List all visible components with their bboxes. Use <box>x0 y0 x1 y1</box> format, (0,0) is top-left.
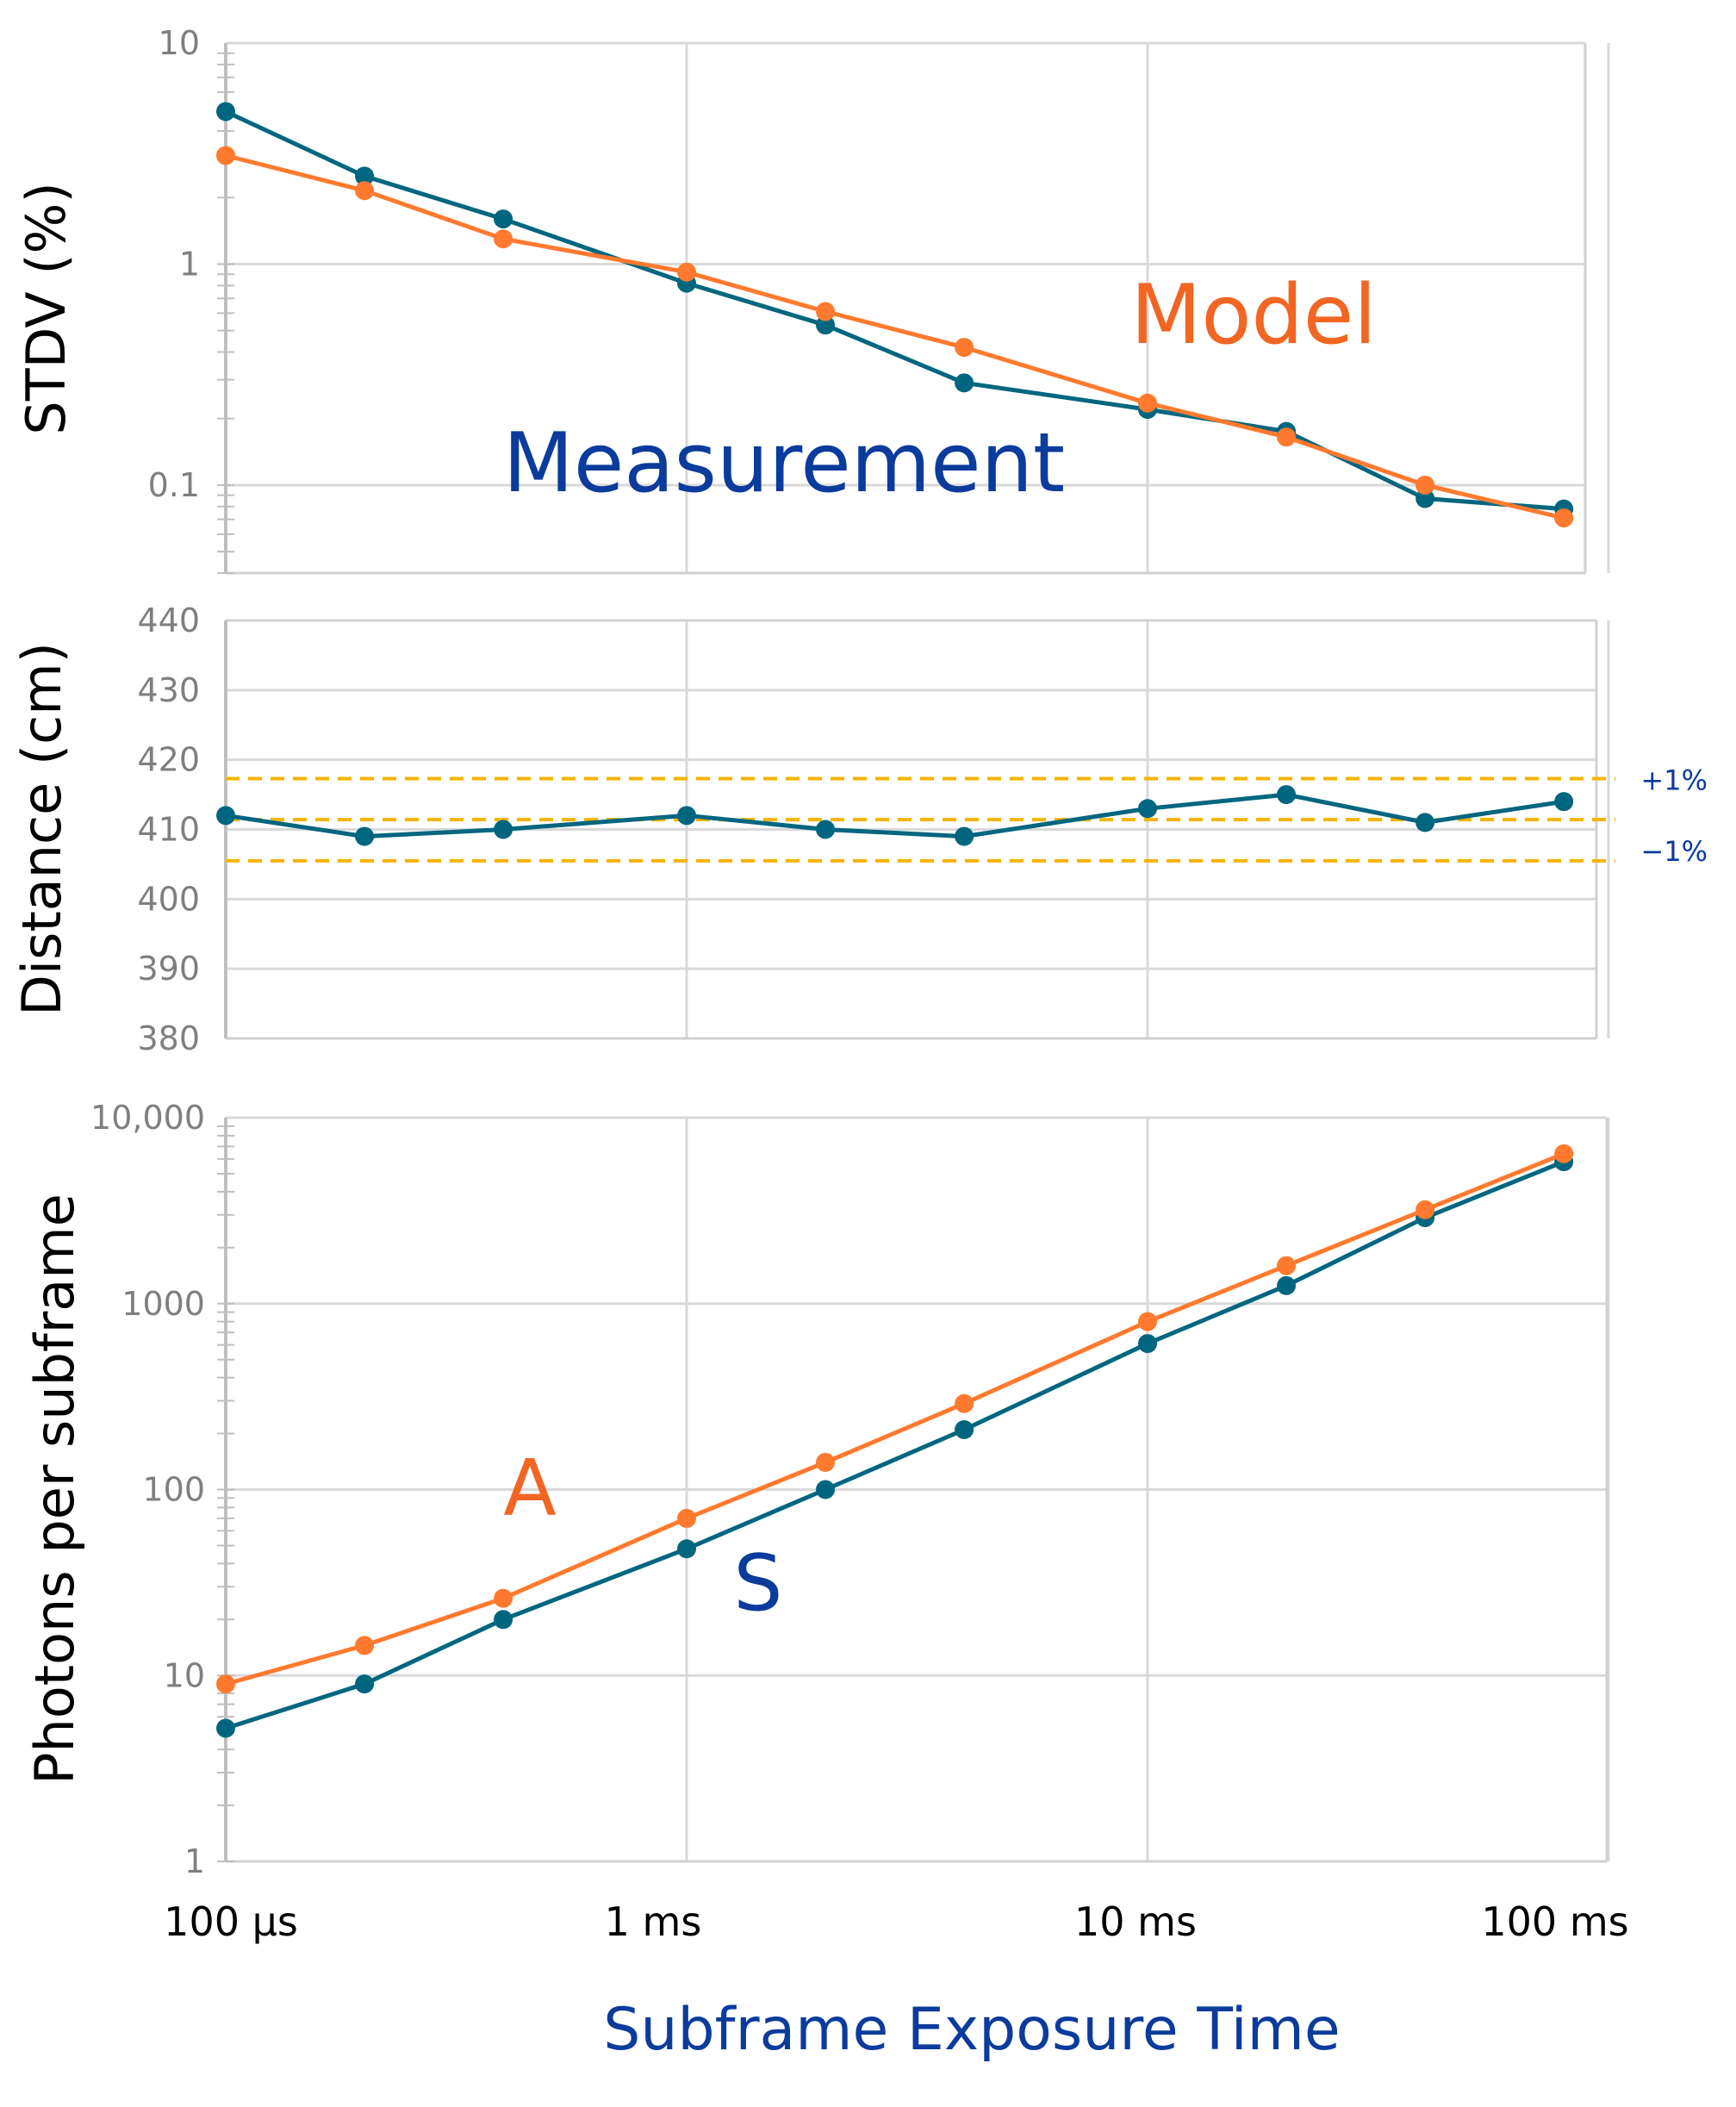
data-point <box>216 1718 235 1738</box>
y-tick-label: 1 <box>184 1842 205 1880</box>
series-line <box>225 792 1565 839</box>
data-point <box>955 373 974 393</box>
data-point <box>677 1539 696 1559</box>
y-tick-label: 390 <box>137 950 200 988</box>
data-point <box>1277 427 1297 447</box>
data-point <box>216 102 235 122</box>
data-point <box>1416 489 1435 508</box>
data-point <box>355 181 375 201</box>
x-axis-label: Subframe Exposure Time <box>603 1996 1341 2064</box>
data-point <box>1416 475 1435 495</box>
data-point <box>816 1452 836 1472</box>
y-tick-label: 1 <box>179 245 200 283</box>
x-tick-label: 10 ms <box>1074 1898 1197 1945</box>
data-point <box>494 209 513 229</box>
data-point <box>1138 393 1157 413</box>
y-tick-label: 0.1 <box>148 466 200 504</box>
data-point <box>955 826 974 846</box>
distance-panel: 380 390 400 410 420 430 440 Distance (cm) +1% −1% <box>10 602 1708 1057</box>
data-point <box>355 166 375 186</box>
data-point <box>355 1674 375 1694</box>
data-point <box>216 806 235 826</box>
series-annotation: Measurement <box>503 416 1065 511</box>
threshold-label: +1% <box>1640 764 1708 796</box>
x-axis: 100 µs 1 ms 10 ms 100 ms Subframe Exposu… <box>164 1898 1628 2064</box>
data-point <box>494 1610 513 1630</box>
data-point <box>494 229 513 249</box>
data-point <box>1277 1275 1297 1295</box>
stdv-panel: 0.1 1 10 STDV (%) Model Measurement <box>15 24 1610 575</box>
data-point <box>677 1508 696 1528</box>
data-point <box>816 315 836 335</box>
data-point <box>677 806 696 826</box>
data-point <box>216 1674 235 1694</box>
data-point <box>355 826 375 846</box>
data-point <box>816 302 836 321</box>
y-tick-label: 400 <box>137 880 200 918</box>
y-tick-label: 430 <box>137 671 200 709</box>
data-point <box>494 820 513 839</box>
data-point <box>1554 792 1574 812</box>
photons-panel: 1 10 100 1000 10,000 Photons per subframe A S <box>23 1099 1610 1880</box>
series-line <box>225 1159 1565 1730</box>
series-annotation: A <box>503 1443 557 1534</box>
y-tick-label: 410 <box>137 811 200 849</box>
data-point <box>955 1393 974 1413</box>
y-axis-label: Distance (cm) <box>10 642 73 1016</box>
y-axis-label: Photons per subframe <box>23 1194 86 1785</box>
data-point <box>1554 1144 1574 1163</box>
data-point <box>494 1588 513 1608</box>
x-tick-label: 100 µs <box>164 1898 298 1945</box>
data-point <box>677 262 696 282</box>
data-point <box>816 820 836 839</box>
series-annotation: Model <box>1130 268 1376 363</box>
data-point <box>1138 1312 1157 1331</box>
series-line <box>225 1151 1565 1686</box>
data-point <box>955 338 974 358</box>
y-tick-label: 100 <box>142 1471 205 1509</box>
series-annotation: S <box>733 1538 782 1629</box>
series-line <box>225 153 1565 521</box>
series-line <box>224 109 1565 512</box>
data-point <box>1277 1256 1297 1275</box>
data-point <box>1554 508 1574 528</box>
data-point <box>216 146 235 165</box>
data-point <box>1416 813 1435 832</box>
data-point <box>955 1419 974 1439</box>
data-point <box>1277 785 1297 805</box>
y-tick-label: 10,000 <box>90 1099 205 1137</box>
threshold-label: −1% <box>1640 835 1708 868</box>
data-point <box>1138 799 1157 819</box>
x-tick-label: 1 ms <box>605 1898 702 1945</box>
y-tick-label: 420 <box>137 741 200 779</box>
y-tick-label: 10 <box>164 1656 205 1694</box>
x-tick-label: 100 ms <box>1481 1898 1628 1945</box>
data-point <box>1138 1334 1157 1354</box>
y-axis-label: STDV (%) <box>15 182 78 434</box>
y-tick-label: 380 <box>137 1019 200 1057</box>
data-point <box>355 1636 375 1655</box>
y-tick-label: 1000 <box>121 1285 205 1323</box>
y-tick-label: 10 <box>159 24 200 62</box>
y-tick-label: 440 <box>137 602 200 639</box>
data-point <box>1416 1200 1435 1219</box>
data-point <box>816 1480 836 1499</box>
